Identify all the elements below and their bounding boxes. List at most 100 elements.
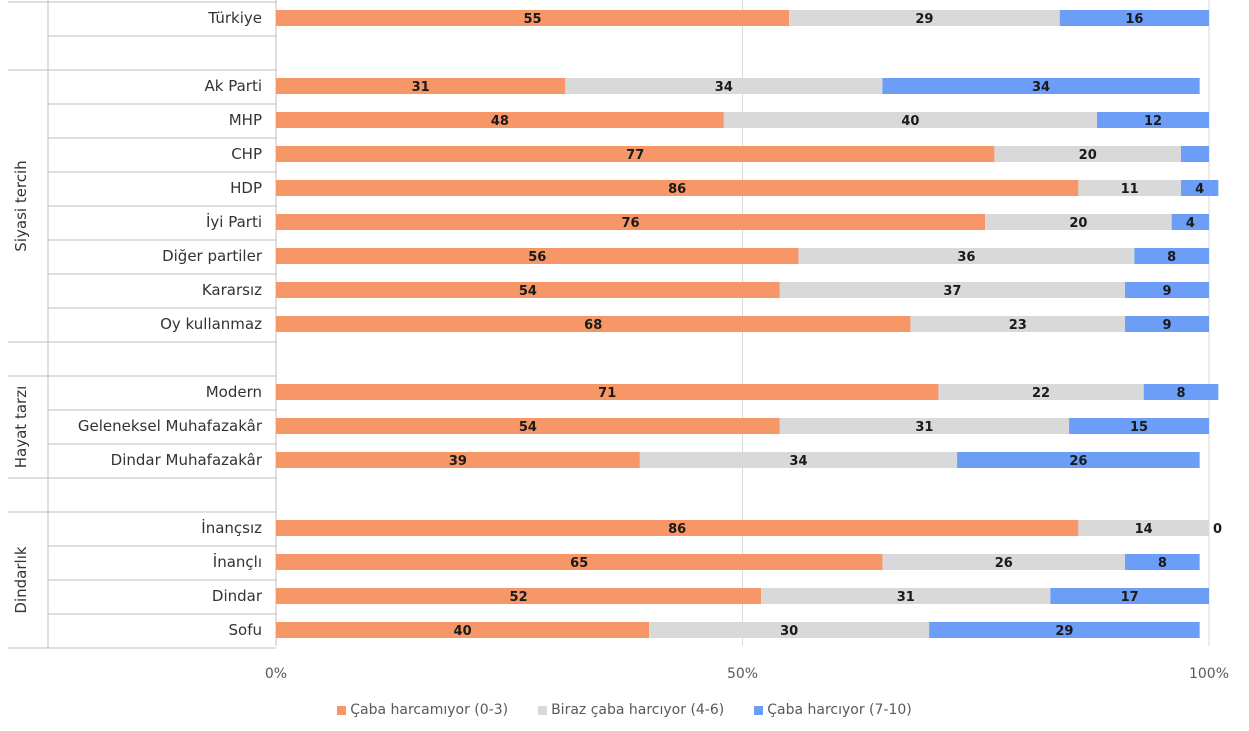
bar-segment (1181, 146, 1209, 162)
data-label: 31 (915, 420, 933, 435)
data-label: 77 (626, 148, 644, 163)
data-label: 14 (1135, 522, 1153, 537)
bar-segment (276, 282, 780, 298)
bar-segment (1059, 10, 1209, 26)
bar-segment (276, 248, 799, 264)
data-label: 56 (528, 250, 546, 265)
bar-segment (276, 452, 640, 468)
data-label: 9 (1162, 284, 1171, 299)
bar-segment (957, 452, 1200, 468)
legend-swatch (337, 705, 347, 715)
legend-label: Biraz çaba harcıyor (4-6) (551, 702, 725, 718)
category-label: Sofu (229, 621, 263, 639)
data-label: 8 (1158, 556, 1167, 571)
category-label: Dindar Muhafazakâr (111, 451, 263, 469)
data-label: 31 (412, 80, 430, 95)
data-label: 34 (789, 454, 807, 469)
data-label: 65 (570, 556, 588, 571)
chart-legend: Çaba harcamıyor (0-3) Biraz çaba harcıyor… (0, 702, 1249, 718)
bar-segment (276, 554, 883, 570)
legend-item: Çaba harcıyor (7-10) (754, 702, 912, 718)
bar-segment (276, 316, 911, 332)
group-label: Hayat tarzı (12, 386, 30, 468)
category-label: İyi Parti (206, 212, 262, 231)
bar-segment (1125, 282, 1209, 298)
bar-segment (276, 214, 986, 230)
bar-segment (910, 316, 1126, 332)
x-tick-label: 50% (727, 666, 758, 682)
data-label: 86 (668, 182, 686, 197)
bar-segment (938, 384, 1144, 400)
category-label: Ak Parti (205, 77, 263, 95)
legend-swatch (538, 705, 548, 715)
category-label: MHP (229, 111, 262, 129)
legend-swatch (754, 705, 764, 715)
bar-segment (789, 10, 1060, 26)
bar-segment (1078, 520, 1209, 536)
data-label: 22 (1032, 386, 1050, 401)
data-label: 29 (1055, 624, 1073, 639)
bar-segment (276, 520, 1079, 536)
data-label: 26 (995, 556, 1013, 571)
bar-segment (1050, 588, 1209, 604)
data-label: 17 (1121, 590, 1139, 605)
data-label: 4 (1186, 216, 1195, 231)
bar-segment (798, 248, 1135, 264)
data-label: 20 (1079, 148, 1097, 163)
data-label: 34 (1032, 80, 1050, 95)
data-label: 52 (510, 590, 528, 605)
data-label: 71 (598, 386, 616, 401)
data-label: 26 (1069, 454, 1087, 469)
bar-segment (723, 112, 1098, 128)
bar-segment (994, 146, 1182, 162)
data-label: 31 (897, 590, 915, 605)
bar-segment (882, 78, 1200, 94)
legend-label: Çaba harcamıyor (0-3) (350, 702, 509, 718)
data-label: 54 (519, 420, 537, 435)
legend-item: Çaba harcamıyor (0-3) (337, 702, 508, 718)
data-label: 36 (957, 250, 975, 265)
category-label: Oy kullanmaz (160, 315, 262, 333)
data-label: 9 (1162, 318, 1171, 333)
data-label: 76 (621, 216, 639, 231)
data-label: 48 (491, 114, 509, 129)
data-label: 20 (1069, 216, 1087, 231)
category-label: CHP (231, 145, 262, 163)
data-label: 11 (1121, 182, 1139, 197)
data-label: 23 (1009, 318, 1027, 333)
legend-item: Biraz çaba harcıyor (4-6) (538, 702, 724, 718)
bar-segment (649, 622, 930, 638)
data-label: 40 (901, 114, 919, 129)
category-label: Diğer partiler (162, 247, 263, 265)
bar-segment (1078, 180, 1182, 196)
bar-segment (276, 112, 724, 128)
data-label: 86 (668, 522, 686, 537)
category-label: HDP (230, 179, 262, 197)
category-label: Dindar (212, 587, 263, 605)
stacked-bar-chart: Siyasi tercih Hayat tarzı Dindarlık Türkiye… (8, 0, 1229, 682)
category-label: Kararsız (202, 281, 262, 299)
bar-segment (276, 78, 566, 94)
bar-segment (1171, 214, 1209, 230)
data-label: 12 (1144, 114, 1162, 129)
data-label: 4 (1195, 182, 1204, 197)
data-label: 0 (1213, 522, 1222, 537)
bar-segment (985, 214, 1172, 230)
data-label: 34 (715, 80, 733, 95)
bar-segment (779, 418, 1070, 434)
data-label: 8 (1167, 250, 1176, 265)
bar-segment (565, 78, 883, 94)
data-label: 15 (1130, 420, 1148, 435)
data-label: 40 (454, 624, 472, 639)
bar-segment (1069, 418, 1209, 434)
data-label: 16 (1125, 12, 1143, 27)
data-label: 68 (584, 318, 602, 333)
category-label: Türkiye (207, 9, 262, 27)
group-label: Dindarlık (12, 546, 30, 613)
data-label: 54 (519, 284, 537, 299)
category-label: İnançsız (201, 518, 262, 537)
bar-segment (1134, 248, 1209, 264)
bar-segment (1181, 180, 1219, 196)
data-label: 8 (1176, 386, 1185, 401)
bar-segment (1125, 316, 1209, 332)
